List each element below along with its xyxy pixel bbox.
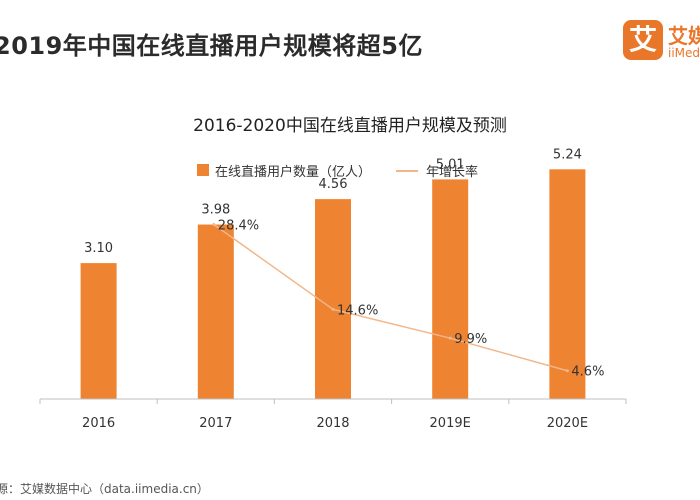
- bar-2016: [80, 263, 117, 399]
- bars-layer: [80, 169, 586, 399]
- growth-rate-line: [213, 223, 568, 372]
- x-tick-label-2017: 2017: [199, 416, 232, 431]
- bar-2018: [315, 199, 351, 399]
- bar-value-label-2016: 3.10: [84, 241, 113, 256]
- source-footnote: 源：艾媒数据中心（data.iimedia.cn）: [0, 482, 209, 496]
- iimedia-logo: 艾 艾媒 iiMedia: [623, 18, 700, 66]
- bar-2017: [197, 224, 234, 399]
- bar-2019E: [432, 179, 469, 399]
- legend-line-label: 年增长率: [426, 165, 479, 180]
- growth-rate-label-2017: 28.4%: [218, 219, 259, 234]
- labels-layer: 3.10 3.98 4.56 5.01 5.24 28.4% 14.6% 9.9% 4.6%: [84, 147, 604, 379]
- chart-legend: 在线直播用户数量（亿人） 年增长率: [0, 160, 700, 180]
- legend-bar-swatch: [197, 164, 209, 176]
- logo-english-text: iiMedia: [668, 46, 700, 60]
- chart-title: 2016-2020中国在线直播用户规模及预测: [193, 116, 507, 136]
- bar-value-label-2019E: 5.01: [436, 157, 465, 172]
- line-layer: [212, 223, 569, 373]
- page-headline: 2019年中国在线直播用户规模将超5亿: [0, 32, 423, 60]
- x-tick-label-2019E: 2019E: [430, 416, 471, 431]
- growth-rate-point-2017: [212, 223, 216, 227]
- growth-rate-point-2019E: [448, 336, 452, 340]
- x-tick-label-2020E: 2020E: [547, 416, 588, 431]
- growth-rate-label-2020E: 4.6%: [571, 365, 604, 380]
- bar-2020E: [549, 169, 586, 399]
- logo-chinese-text: 艾媒: [668, 24, 700, 48]
- bar-value-label-2017: 3.98: [201, 203, 230, 218]
- x-tick-label-2016: 2016: [82, 416, 115, 431]
- axis-layer: 2016 2017 2018 2019E 2020E: [39, 398, 627, 431]
- x-tick-label-2018: 2018: [316, 416, 349, 431]
- legend-line-swatch: [396, 170, 418, 172]
- bar-value-label-2018: 4.56: [319, 177, 348, 192]
- growth-rate-label-2018: 14.6%: [337, 303, 378, 318]
- growth-rate-point-2020E: [565, 369, 569, 373]
- growth-rate-point-2018: [331, 307, 335, 311]
- bar-value-label-2020E: 5.24: [553, 147, 582, 162]
- legend-bar-label: 在线直播用户数量（亿人）: [215, 165, 372, 180]
- logo-mark-icon: 艾: [623, 20, 663, 60]
- growth-rate-label-2019E: 9.9%: [454, 332, 487, 347]
